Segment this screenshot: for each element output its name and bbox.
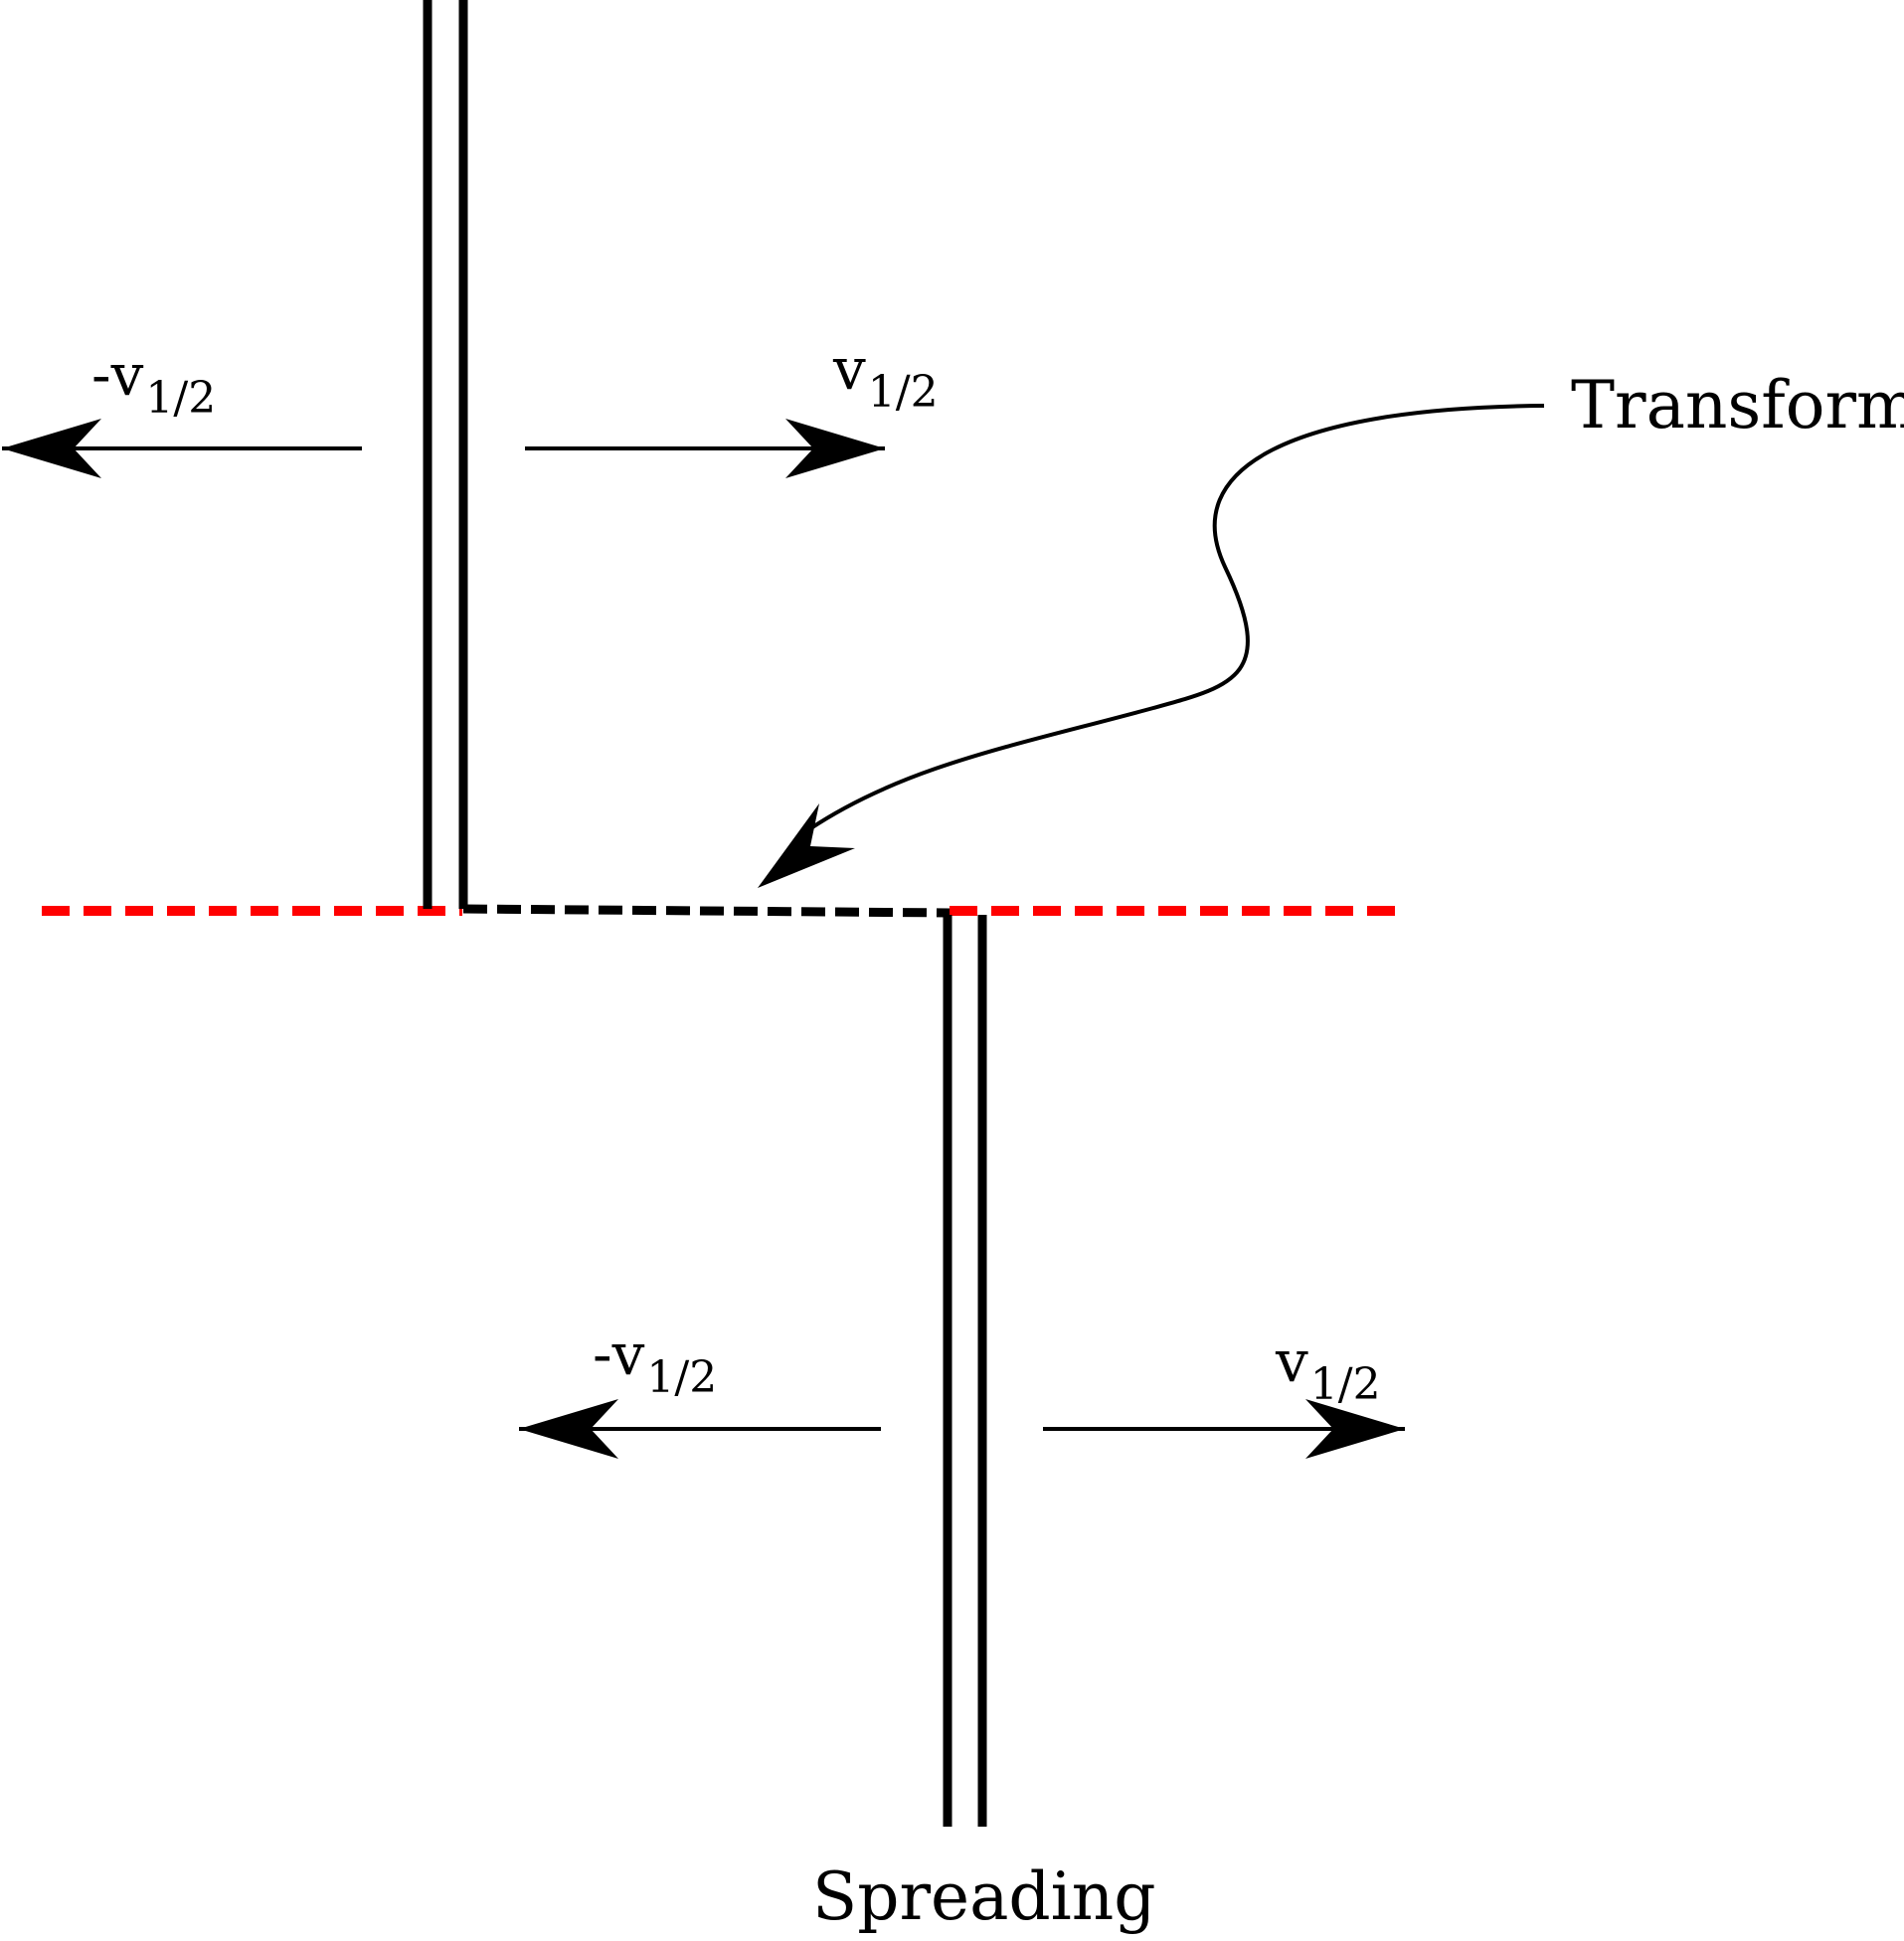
transform-label: Transform (1571, 367, 1904, 443)
velocity-label-lower-right: v1/2 (1276, 1332, 1381, 1407)
velocity-main: -v (593, 1321, 645, 1388)
velocity-subscript: 1/2 (145, 373, 217, 424)
velocity-subscript: 1/2 (1309, 1359, 1381, 1410)
transform-callout-arrowhead (758, 803, 855, 888)
ridge-segment-upper (423, 0, 468, 909)
velocity-subscript: 1/2 (646, 1352, 718, 1403)
velocity-main: v (833, 335, 866, 403)
transform-callout-arrow (807, 404, 1545, 831)
transform-fault (462, 904, 951, 918)
velocity-subscript: 1/2 (867, 367, 939, 418)
velocity-label-lower-left: -v1/2 (593, 1325, 717, 1400)
velocity-main: v (1276, 1327, 1308, 1395)
velocity-main: -v (91, 341, 144, 409)
ridge-segment-lower (943, 915, 987, 1827)
velocity-label-upper-right: v1/2 (833, 340, 939, 415)
spreading-label: Spreading (812, 1858, 1156, 1935)
velocity-label-upper-left: -v1/2 (91, 346, 216, 421)
